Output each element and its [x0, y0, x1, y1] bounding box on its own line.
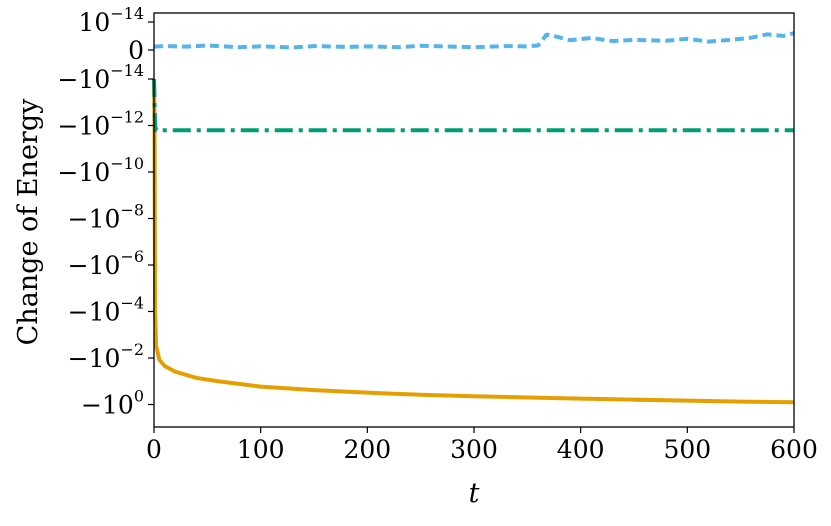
y-tick-label: 0: [128, 36, 144, 65]
y-tick-label: −10−2: [68, 340, 144, 373]
x-tick-label: 400: [557, 435, 605, 464]
y-tick-label: −10−8: [68, 201, 144, 234]
y-axis-label: Change of Energy: [13, 98, 44, 345]
x-tick-label: 100: [237, 435, 285, 464]
y-tick-label: −10−6: [68, 247, 144, 280]
y-tick-label: −10−10: [57, 154, 144, 187]
x-axis: 0 100 200 300 400 500 600: [146, 427, 818, 464]
y-tick-label: −100: [81, 387, 144, 420]
x-tick-label: 0: [146, 435, 162, 464]
x-tick-label: 200: [343, 435, 391, 464]
x-tick-label: 300: [450, 435, 498, 464]
x-tick-label: 600: [770, 435, 818, 464]
series-line-2: [152, 78, 794, 133]
y-tick-label: −10−12: [57, 108, 144, 141]
y-tick-label: 10−14: [78, 4, 144, 37]
x-axis-label: t: [469, 478, 480, 509]
y-axis: 10−140−10−14 −10−12 −10−10 −10−8 −10−6 −10−4 −…: [57, 4, 154, 420]
series-line-1: [152, 78, 795, 405]
series-layer: [152, 31, 795, 405]
y-tick-label: −10−14: [57, 61, 144, 94]
plot-frame: [153, 12, 795, 428]
x-tick-label: 500: [663, 435, 711, 464]
series-line-3: [153, 31, 795, 50]
y-tick-label: −10−4: [68, 294, 144, 327]
